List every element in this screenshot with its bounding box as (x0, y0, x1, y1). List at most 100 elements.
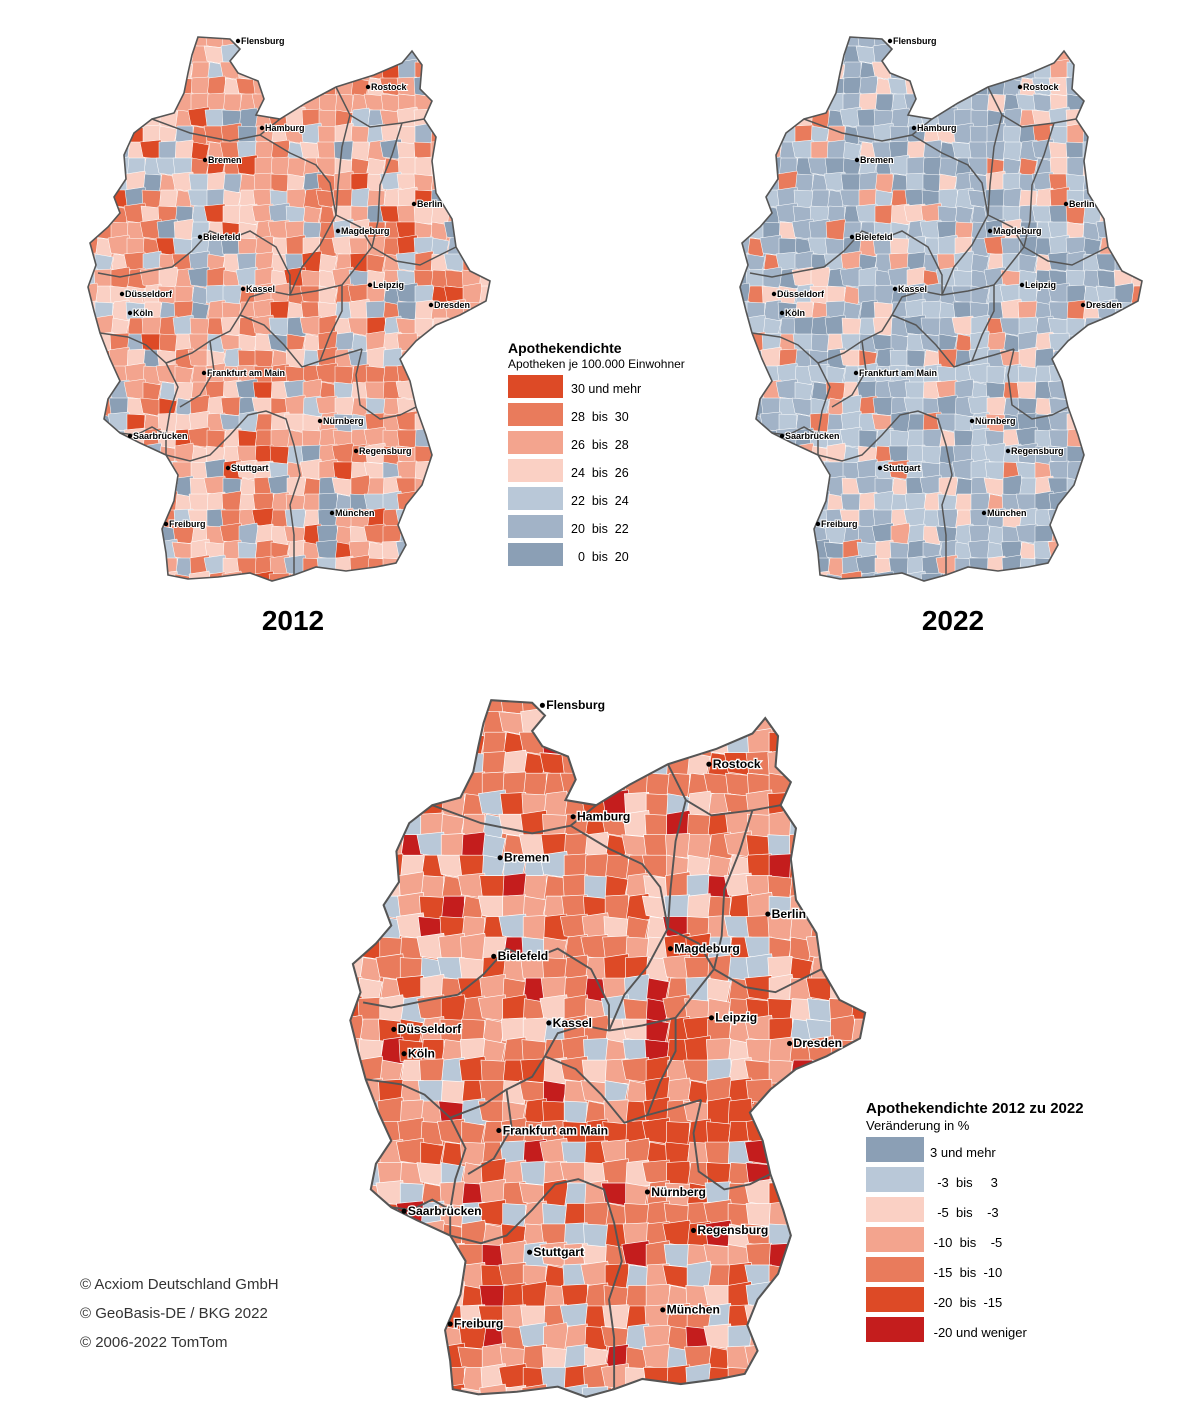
district (793, 316, 815, 337)
district (584, 1326, 609, 1352)
city-label-rostock: Rostock (371, 82, 408, 92)
district (858, 429, 878, 449)
state-borders (749, 86, 1109, 575)
district (922, 525, 942, 546)
city-marker-koeln (127, 310, 133, 316)
state-border (391, 1198, 451, 1211)
city-marker-freiburg (163, 521, 169, 527)
city-marker-leipzig (1019, 282, 1025, 288)
city-label-muenchen: München (335, 508, 375, 518)
state-border (362, 947, 610, 1031)
district (480, 1059, 506, 1084)
state-border (817, 290, 943, 364)
legend-row: -20 bis -15 (866, 1287, 1084, 1317)
district (746, 237, 766, 260)
district (479, 1383, 510, 1397)
city-label-hamburg: Hamburg (917, 123, 957, 133)
city-marker-stuttgart (877, 465, 883, 471)
city-label-saarbruecken: Saarbrücken (133, 431, 188, 441)
district (810, 381, 830, 404)
state-border (355, 348, 417, 420)
city-label-bielefeld: Bielefeld (498, 949, 549, 963)
state-border (467, 1089, 513, 1175)
district (477, 700, 506, 715)
country-border (739, 36, 1143, 582)
district (842, 285, 862, 308)
state-border (119, 426, 167, 436)
district (952, 269, 974, 289)
district (970, 237, 990, 258)
state-border (817, 410, 953, 575)
map-2012[interactable]: Flensburg Rostock Hamburg Bremen Berlin Biele… (80, 15, 500, 585)
state-border (646, 1017, 677, 1116)
district (826, 365, 846, 385)
city-marker-kassel (892, 286, 898, 292)
legend-swatch (866, 1317, 924, 1342)
city-label-koeln: Köln (133, 308, 153, 318)
district (365, 365, 386, 385)
city-label-nuernberg: Nürnberg (975, 416, 1016, 426)
city-marker-leipzig (708, 1015, 715, 1021)
district (125, 125, 146, 145)
legend-row: 3 und mehr (866, 1137, 1084, 1167)
district (542, 1203, 568, 1227)
district (922, 428, 943, 449)
legend-label: 20 bis 22 (571, 522, 629, 536)
map-change[interactable]: Flensburg Rostock Hamburg Bremen Berlin Biele… (340, 672, 878, 1402)
district (317, 125, 338, 145)
district (268, 572, 291, 581)
state-border (987, 114, 1003, 216)
city-label-bremen: Bremen (208, 155, 242, 165)
district (189, 317, 210, 337)
legend-change: Apothekendichte 2012 zu 2022 Veränderung… (866, 1100, 1084, 1347)
district (744, 1139, 775, 1166)
city-marker-berlin (765, 911, 771, 917)
city-marker-dresden (787, 1040, 793, 1046)
city-marker-flensburg (887, 38, 893, 44)
city-marker-muenchen (981, 510, 987, 516)
state-border (941, 246, 1025, 296)
district (986, 365, 1006, 385)
district (270, 525, 290, 546)
district (334, 396, 355, 417)
copyright-acxiom: © Acxiom Deutschland GmbH (80, 1276, 279, 1293)
district (142, 365, 162, 386)
district (286, 188, 307, 209)
city-label-kassel: Kassel (553, 1016, 592, 1030)
district (318, 237, 338, 258)
state-border (1007, 348, 1069, 420)
city-label-frankfurt: Frankfurt am Main (859, 368, 937, 378)
state-border (692, 1099, 771, 1191)
city-label-magdeburg: Magdeburg (993, 226, 1042, 236)
district (366, 253, 386, 273)
state-border (335, 214, 457, 266)
city-label-bremen: Bremen (504, 851, 549, 865)
city-label-regensburg: Regensburg (697, 1223, 768, 1237)
city-label-hamburg: Hamburg (265, 123, 305, 133)
legend-swatch (866, 1137, 924, 1162)
district (970, 269, 990, 290)
state-border (1023, 122, 1055, 248)
district (318, 109, 338, 129)
district (142, 381, 162, 401)
city-marker-berlin (1063, 201, 1069, 207)
district (874, 284, 895, 305)
state-border (667, 763, 781, 817)
city-label-duesseldorf: Düsseldorf (125, 289, 173, 299)
city-label-leipzig: Leipzig (715, 1011, 757, 1025)
city-marker-magdeburg (987, 228, 993, 234)
state-border (449, 1178, 623, 1390)
city-label-koeln: Köln (785, 308, 805, 318)
state-border (449, 1024, 610, 1119)
city-marker-saarbruecken (401, 1208, 407, 1214)
state-border (319, 285, 343, 362)
map-2022[interactable]: Flensburg Rostock Hamburg Bremen Berlin Biele… (732, 15, 1152, 585)
district (666, 1121, 691, 1145)
legend-swatch (508, 515, 563, 538)
state-border (911, 134, 989, 296)
district (481, 1018, 506, 1047)
district (1016, 381, 1038, 401)
legend-row: -10 bis -5 (866, 1227, 1084, 1257)
district (645, 998, 670, 1024)
city-label-muenchen: München (987, 508, 1027, 518)
